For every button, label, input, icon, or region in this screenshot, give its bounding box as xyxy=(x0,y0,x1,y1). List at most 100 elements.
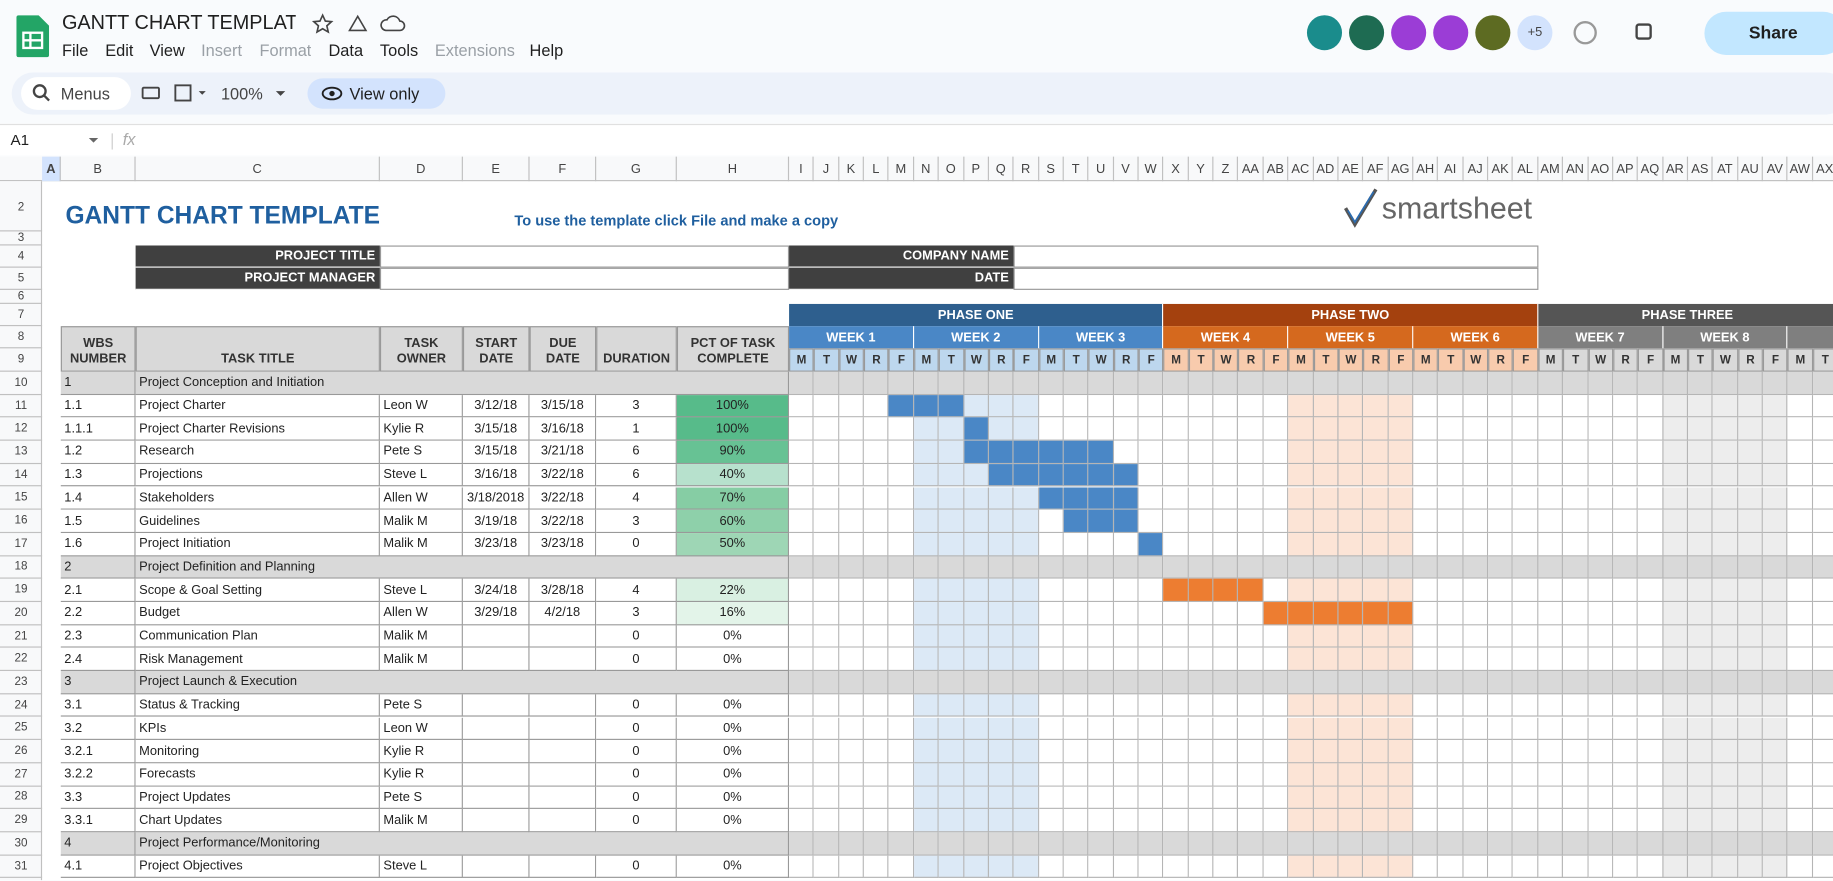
field-input[interactable] xyxy=(379,267,790,290)
column-header: AX xyxy=(1813,157,1833,182)
day-cell xyxy=(1812,648,1833,672)
day-cell xyxy=(888,579,914,603)
field-label: PROJECT TITLE xyxy=(135,245,380,268)
day-cell xyxy=(863,371,889,395)
day-cell xyxy=(1063,555,1089,579)
day-cell xyxy=(1013,740,1039,764)
day-cell xyxy=(1638,486,1664,510)
menu-item[interactable]: Help xyxy=(529,40,564,60)
day-cell xyxy=(1363,579,1389,603)
day-cell xyxy=(1363,763,1389,787)
day-cell xyxy=(1663,602,1688,626)
day-cell xyxy=(1712,394,1738,418)
column-header: AA xyxy=(1239,156,1264,182)
field-input[interactable] xyxy=(379,245,790,268)
day-cell xyxy=(1313,486,1339,510)
day-cell xyxy=(863,532,889,556)
menu-item[interactable]: File xyxy=(61,40,89,60)
day-cell xyxy=(1038,740,1064,764)
menu-item[interactable]: View xyxy=(149,40,185,60)
cell: 3.1 xyxy=(60,694,136,718)
day-cell xyxy=(1563,579,1589,603)
day-cell xyxy=(1013,486,1039,510)
day-cell xyxy=(1737,371,1763,395)
menu-item[interactable]: Insert xyxy=(201,40,243,60)
day-cell xyxy=(1538,532,1564,556)
day-cell xyxy=(863,717,889,741)
menu-item[interactable]: Format xyxy=(259,40,312,60)
day-cell xyxy=(913,509,939,533)
day-cell xyxy=(1088,855,1114,879)
menu-item[interactable]: Extensions xyxy=(434,40,515,60)
day-header: T xyxy=(1063,348,1089,372)
day-cell xyxy=(1687,648,1713,672)
day-cell xyxy=(1113,809,1139,833)
day-cell xyxy=(1488,832,1514,856)
day-cell xyxy=(938,625,964,649)
day-cell xyxy=(814,602,840,626)
day-cell xyxy=(1238,509,1264,533)
day-cell xyxy=(1063,648,1089,672)
day-cell xyxy=(863,763,889,787)
menu-item[interactable]: Edit xyxy=(105,40,134,60)
menu-item[interactable]: Tools xyxy=(379,40,419,60)
day-cell xyxy=(1687,786,1713,810)
cell xyxy=(529,763,597,787)
day-cell xyxy=(1613,625,1639,649)
zoom[interactable]: 100% xyxy=(220,84,263,103)
field-input[interactable] xyxy=(1013,267,1539,290)
column-header: AT xyxy=(1713,156,1738,182)
field-label: PROJECT MANAGER xyxy=(135,267,380,290)
day-cell xyxy=(1563,417,1589,441)
share-label[interactable]: Share xyxy=(1748,23,1798,44)
day-cell xyxy=(1388,625,1414,649)
cell xyxy=(529,740,597,764)
day-cell xyxy=(1737,786,1763,810)
day-cell xyxy=(1463,579,1489,603)
share-button[interactable] xyxy=(1704,11,1833,55)
phase-header: PHASE TWO xyxy=(1163,303,1539,327)
day-cell xyxy=(1413,579,1439,603)
day-cell xyxy=(1638,832,1664,856)
day-cell xyxy=(913,371,939,395)
day-cell xyxy=(1338,671,1364,695)
day-cell xyxy=(1438,463,1464,487)
doc-title: GANTT CHART TEMPLATE xyxy=(61,11,296,34)
day-cell xyxy=(789,694,815,718)
cell: 1 xyxy=(596,417,677,441)
day-cell xyxy=(1388,832,1414,856)
day-header: F xyxy=(1263,348,1289,372)
day-cell xyxy=(814,786,840,810)
day-cell xyxy=(1188,486,1214,510)
day-cell xyxy=(1413,440,1439,464)
field-input[interactable] xyxy=(1013,245,1539,268)
day-cell xyxy=(789,855,815,879)
day-cell xyxy=(1188,509,1214,533)
day-cell xyxy=(1712,763,1738,787)
day-cell xyxy=(1138,555,1164,579)
day-cell xyxy=(1538,509,1564,533)
day-cell xyxy=(1388,763,1414,787)
day-cell xyxy=(1138,648,1164,672)
cell: Forecasts xyxy=(135,763,380,787)
cell: Pete S xyxy=(379,694,463,718)
day-cell xyxy=(1413,417,1439,441)
day-cell xyxy=(839,602,864,626)
cell: 2 xyxy=(60,555,136,579)
day-cell xyxy=(789,509,815,533)
day-cell xyxy=(1363,440,1389,464)
day-header: R xyxy=(863,348,889,372)
day-cell xyxy=(888,763,914,787)
day-cell xyxy=(1513,371,1539,395)
search-box[interactable] xyxy=(21,77,131,110)
menu-item[interactable]: Data xyxy=(328,40,364,60)
day-cell xyxy=(1088,555,1114,579)
day-cell xyxy=(1538,648,1564,672)
day-cell xyxy=(1163,786,1189,810)
day-cell xyxy=(1787,602,1813,626)
cell: 6 xyxy=(596,463,677,487)
day-cell xyxy=(888,786,914,810)
day-cell xyxy=(1513,786,1539,810)
cell: 0% xyxy=(676,694,790,718)
